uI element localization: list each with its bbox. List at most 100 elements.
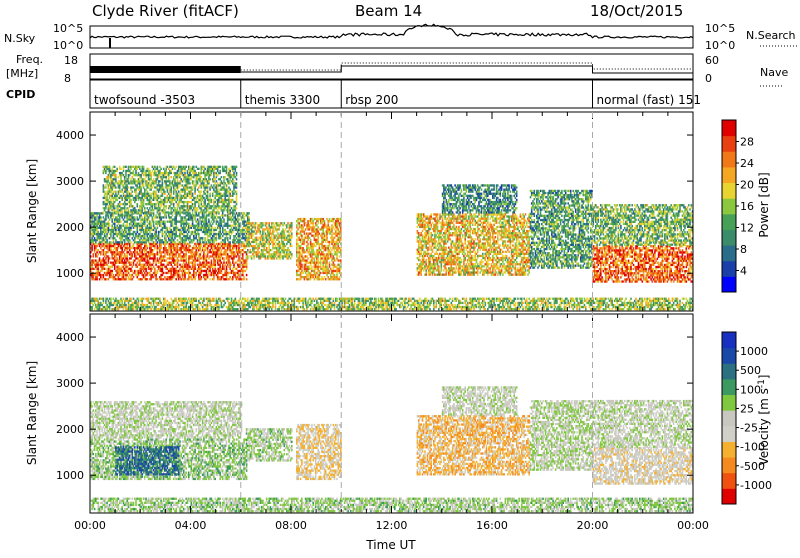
echo-cell [180, 231, 182, 233]
echo-cell [191, 276, 193, 278]
echo-cell [150, 223, 152, 225]
echo-cell [222, 264, 224, 266]
echo-cell [188, 278, 190, 280]
echo-cell [228, 186, 230, 188]
echo-cell [186, 262, 188, 264]
echo-cell [145, 176, 147, 178]
echo-cell [133, 186, 135, 188]
echo-cell [150, 178, 152, 180]
echo-cell [253, 249, 255, 251]
echo-cell [128, 251, 130, 253]
echo-cell [187, 189, 189, 191]
echo-cell [289, 255, 291, 257]
echo-cell [229, 266, 231, 268]
echo-cell [113, 203, 115, 205]
echo-cell [186, 221, 188, 223]
echo-cell [186, 253, 188, 255]
echo-cell [157, 270, 159, 272]
echo-cell [197, 253, 199, 255]
echo-cell [114, 172, 116, 174]
echo-cell [126, 274, 128, 276]
echo-cell [113, 193, 115, 195]
echo-cell [178, 203, 180, 205]
echo-cell [114, 276, 116, 278]
echo-cell [129, 174, 131, 176]
echo-cell [213, 180, 215, 182]
echo-cell [250, 249, 252, 251]
echo-cell [138, 274, 140, 276]
echo-cell [128, 191, 130, 193]
echo-cell [229, 262, 231, 264]
echo-cell [256, 222, 258, 224]
echo-cell [120, 227, 122, 229]
echo-cell [124, 253, 126, 255]
echo-cell [110, 235, 112, 237]
echo-cell [134, 227, 136, 229]
echo-cell [243, 216, 245, 218]
echo-cell [128, 207, 130, 209]
echo-cell [184, 216, 186, 218]
echo-cell [155, 262, 157, 264]
echo-cell [209, 270, 211, 272]
echo-cell [135, 193, 137, 195]
echo-cell [177, 214, 179, 216]
echo-cell [188, 264, 190, 266]
echo-cell [104, 255, 106, 257]
echo-cell [135, 233, 137, 235]
echo-cell [113, 274, 115, 276]
echo-cell [204, 237, 206, 239]
echo-cell [135, 255, 137, 257]
echo-cell [169, 218, 171, 220]
echo-cell [134, 201, 136, 203]
echo-cell [144, 221, 146, 223]
echo-cell [130, 276, 132, 278]
echo-cell [226, 166, 228, 168]
echo-cell [157, 227, 159, 229]
echo-cell [100, 229, 102, 231]
echo-cell [199, 249, 201, 251]
echo-cell [273, 257, 275, 259]
echo-cell [170, 172, 172, 174]
echo-cell [196, 274, 198, 276]
echo-cell [192, 221, 194, 223]
echo-cell [226, 168, 228, 170]
echo-cell [150, 176, 152, 178]
echo-cell [216, 218, 218, 220]
echo-cell [229, 189, 231, 191]
echo-cell [157, 241, 159, 243]
echo-cell [197, 197, 199, 199]
echo-cell [207, 184, 209, 186]
echo-cell [233, 189, 235, 191]
echo-cell [125, 231, 127, 233]
echo-cell [208, 180, 210, 182]
echo-cell [232, 278, 234, 280]
echo-cell [160, 205, 162, 207]
echo-cell [275, 255, 277, 257]
echo-cell [306, 259, 308, 261]
echo-cell [115, 193, 117, 195]
echo-cell [246, 266, 248, 268]
echo-cell [164, 199, 166, 201]
echo-cell [109, 223, 111, 225]
echo-cell [201, 170, 203, 172]
echo-cell [221, 193, 223, 195]
echo-cell [193, 180, 195, 182]
echo-cell [236, 223, 238, 225]
echo-cell [236, 207, 238, 209]
echo-cell [194, 276, 196, 278]
echo-cell [132, 266, 134, 268]
echo-cell [132, 214, 134, 216]
echo-cell [229, 237, 231, 239]
echo-cell [105, 237, 107, 239]
echo-cell [183, 268, 185, 270]
echo-cell [179, 174, 181, 176]
echo-cell [301, 237, 303, 239]
echo-cell [204, 249, 206, 251]
echo-cell [165, 170, 167, 172]
echo-cell [158, 191, 160, 193]
echo-cell [125, 268, 127, 270]
echo-cell [198, 233, 200, 235]
echo-cell [109, 211, 111, 213]
echo-cell [132, 195, 134, 197]
echo-cell [310, 241, 312, 243]
